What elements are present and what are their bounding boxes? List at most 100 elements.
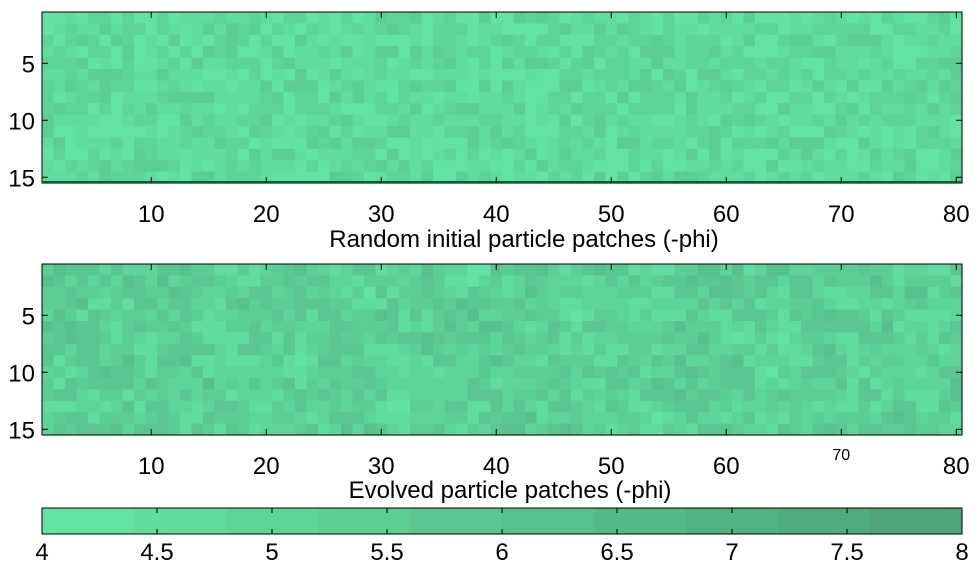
heatmap-cell xyxy=(916,69,929,81)
heatmap-cell xyxy=(870,148,883,161)
heatmap-cell xyxy=(249,34,262,47)
heatmap-cell xyxy=(214,148,227,161)
heatmap-cell xyxy=(88,80,101,93)
heatmap-cell xyxy=(99,423,112,436)
heatmap-cell xyxy=(927,264,940,276)
heatmap-cell xyxy=(950,378,963,390)
heatmap-cell xyxy=(709,332,722,345)
heatmap-cell xyxy=(479,171,492,184)
heatmap-cell xyxy=(628,46,641,59)
heatmap-cell xyxy=(927,298,940,311)
heatmap-cell xyxy=(456,400,469,413)
heatmap-cell xyxy=(398,355,411,368)
heatmap-cell xyxy=(513,355,526,368)
heatmap-cell xyxy=(617,309,630,322)
heatmap-cell xyxy=(214,275,227,288)
heatmap-cell xyxy=(651,12,664,24)
heatmap-cell xyxy=(847,137,860,150)
heatmap-cell xyxy=(99,378,112,390)
heatmap-cell xyxy=(720,298,733,311)
plot-frame xyxy=(41,263,963,436)
heatmap-cell xyxy=(53,366,66,379)
heatmap-cell xyxy=(559,160,572,173)
x-axis-label: Random initial particle patches (-phi) xyxy=(329,226,719,253)
heatmap-cell xyxy=(778,309,791,322)
heatmap-cell xyxy=(559,12,572,24)
heatmap-cell xyxy=(295,80,308,93)
heatmap-cell xyxy=(157,46,170,59)
heatmap-cell xyxy=(697,378,710,390)
heatmap-cell xyxy=(306,321,319,333)
heatmap-cell xyxy=(605,400,618,413)
heatmap-cell xyxy=(99,103,112,116)
heatmap-cell xyxy=(157,400,170,413)
heatmap-cell xyxy=(306,34,319,47)
heatmap-cell xyxy=(559,309,572,322)
heatmap-cell xyxy=(88,126,101,138)
heatmap-cell xyxy=(226,423,239,436)
heatmap-cell xyxy=(134,286,147,299)
heatmap-cell xyxy=(950,298,963,311)
heatmap-cell xyxy=(605,103,618,116)
heatmap-cell xyxy=(766,80,779,93)
heatmap-cell xyxy=(502,412,515,425)
heatmap-cell xyxy=(226,389,239,402)
heatmap-cell xyxy=(387,412,400,425)
heatmap-cell xyxy=(88,69,101,81)
heatmap-cell xyxy=(410,400,423,413)
heatmap-cell xyxy=(444,57,457,70)
heatmap-cell xyxy=(778,69,791,81)
heatmap-cell xyxy=(824,264,837,276)
heatmap-cell xyxy=(778,137,791,150)
heatmap-cell xyxy=(674,400,687,413)
heatmap-cell xyxy=(398,400,411,413)
heatmap-cell xyxy=(939,264,952,276)
heatmap-cell xyxy=(870,160,883,173)
heatmap-cell xyxy=(605,321,618,333)
heatmap-cell xyxy=(76,309,89,322)
heatmap-cell xyxy=(950,46,963,59)
heatmap-cell xyxy=(743,137,756,150)
heatmap-cell xyxy=(180,34,193,47)
heatmap-cell xyxy=(904,103,917,116)
heatmap-cell xyxy=(214,137,227,150)
heatmap-cell xyxy=(709,412,722,425)
heatmap-cell xyxy=(766,366,779,379)
heatmap-cell xyxy=(743,298,756,311)
heatmap-cell xyxy=(824,46,837,59)
heatmap-cell xyxy=(571,160,584,173)
heatmap-cell xyxy=(651,332,664,345)
heatmap-cell xyxy=(674,378,687,390)
heatmap-cell xyxy=(709,355,722,368)
heatmap-cell xyxy=(582,137,595,150)
heatmap-cell xyxy=(341,57,354,70)
heatmap-cell xyxy=(352,114,365,127)
heatmap-cell xyxy=(893,126,906,138)
heatmap-cell xyxy=(375,332,388,345)
heatmap-cell xyxy=(111,264,124,276)
heatmap-cell xyxy=(766,309,779,322)
heatmap-cell xyxy=(801,137,814,150)
heatmap-cell xyxy=(237,137,250,150)
heatmap-cell xyxy=(812,69,825,81)
heatmap-cell xyxy=(778,378,791,390)
heatmap-cell xyxy=(111,389,124,402)
heatmap-cell xyxy=(272,126,285,138)
x-tick-label: 20 xyxy=(253,453,280,480)
heatmap-cell xyxy=(398,298,411,311)
heatmap-cell xyxy=(203,137,216,150)
heatmap-cell xyxy=(812,148,825,161)
heatmap-cell xyxy=(76,34,89,47)
heatmap-cell xyxy=(824,389,837,402)
heatmap-cell xyxy=(743,309,756,322)
heatmap-cell xyxy=(203,34,216,47)
heatmap-cell xyxy=(421,366,434,379)
heatmap-cell xyxy=(203,148,216,161)
heatmap-cell xyxy=(502,332,515,345)
heatmap-cell xyxy=(157,389,170,402)
heatmap-cell xyxy=(180,332,193,345)
heatmap-cell xyxy=(65,309,78,322)
heatmap-cell xyxy=(732,321,745,333)
heatmap-cell xyxy=(260,114,273,127)
heatmap-cell xyxy=(709,23,722,36)
